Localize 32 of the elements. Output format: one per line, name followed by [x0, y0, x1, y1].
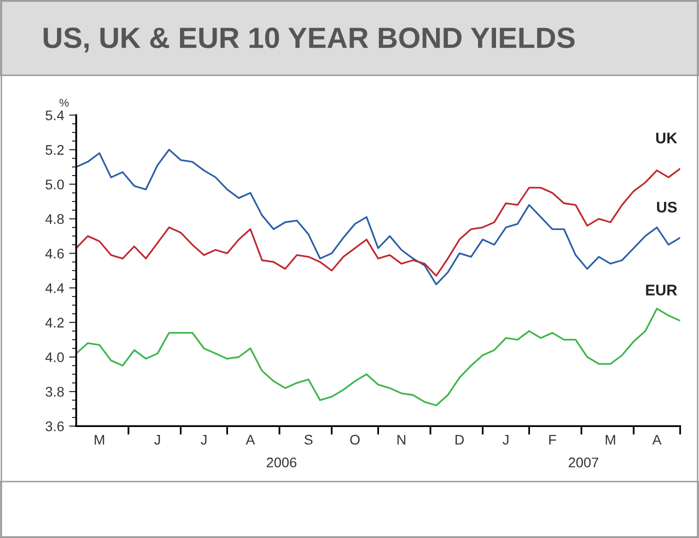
series-label: EUR [646, 284, 678, 296]
y-tick-label: 3.6 [46, 421, 64, 432]
chart-title: US, UK & EUR 10 YEAR BOND YIELDS [44, 28, 575, 52]
y-tick-label: 4.4 [45, 283, 64, 293]
series-label: US [657, 202, 677, 213]
y-tick-label: 4.0 [45, 352, 64, 362]
text: 2007 [568, 458, 598, 468]
x-tick-label: M [606, 434, 616, 444]
line-series [76, 308, 680, 406]
x-tick-label: O [350, 434, 360, 445]
y-tick-label: 3.8 [46, 386, 64, 397]
y-tick-label: 5.4 [46, 110, 64, 120]
y-axis-title: % [60, 98, 69, 107]
y-tick-label: 4.6 [45, 248, 64, 259]
series-label: UK [656, 132, 678, 144]
x-tick-label: J [502, 434, 508, 445]
y-tick-label: 5.2 [46, 145, 64, 155]
y-tick-label: 5.0 [46, 180, 64, 190]
x-tick-label: D [456, 434, 464, 444]
y-tick-label: 4.2 [45, 318, 64, 328]
line-series [76, 168, 680, 277]
x-tick-label: S [304, 434, 312, 445]
x-tick-label: N [398, 434, 406, 444]
text: 2006 [266, 458, 296, 468]
x-tick-label: A [652, 434, 662, 444]
x-tick-label: M [94, 434, 104, 444]
x-tick-label: J [154, 434, 160, 445]
x-tick-label: F [549, 434, 556, 444]
line-series [76, 148, 680, 286]
x-tick-label: A [246, 434, 256, 444]
x-tick-label: J [200, 434, 206, 445]
y-tick-label: 4.8 [45, 214, 64, 224]
